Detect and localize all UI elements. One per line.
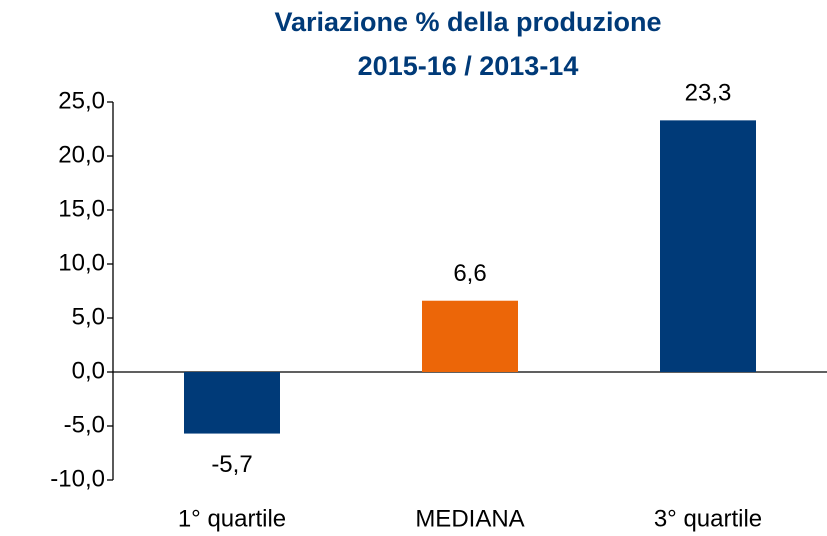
x-tick-label: 3° quartile (654, 505, 762, 532)
y-tick-label: 10,0 (58, 249, 105, 276)
chart-subtitle: 2015-16 / 2013-14 (358, 51, 579, 81)
x-tick-label: 1° quartile (178, 505, 286, 532)
chart-title: Variazione % della produzione (274, 7, 661, 37)
bar (184, 372, 280, 434)
bar (660, 120, 756, 372)
bar (422, 300, 518, 372)
y-tick-label: 5,0 (72, 303, 105, 330)
y-tick-label: -10,0 (50, 465, 105, 492)
x-tick-label: MEDIANA (415, 505, 524, 532)
y-tick-label: 0,0 (72, 357, 105, 384)
y-tick-label: 25,0 (58, 87, 105, 114)
y-tick-label: 15,0 (58, 195, 105, 222)
y-tick-label: -5,0 (64, 411, 105, 438)
y-tick-label: 20,0 (58, 141, 105, 168)
value-label: 6,6 (453, 260, 486, 287)
value-label: -5,7 (211, 451, 252, 478)
value-label: 23,3 (685, 80, 732, 107)
